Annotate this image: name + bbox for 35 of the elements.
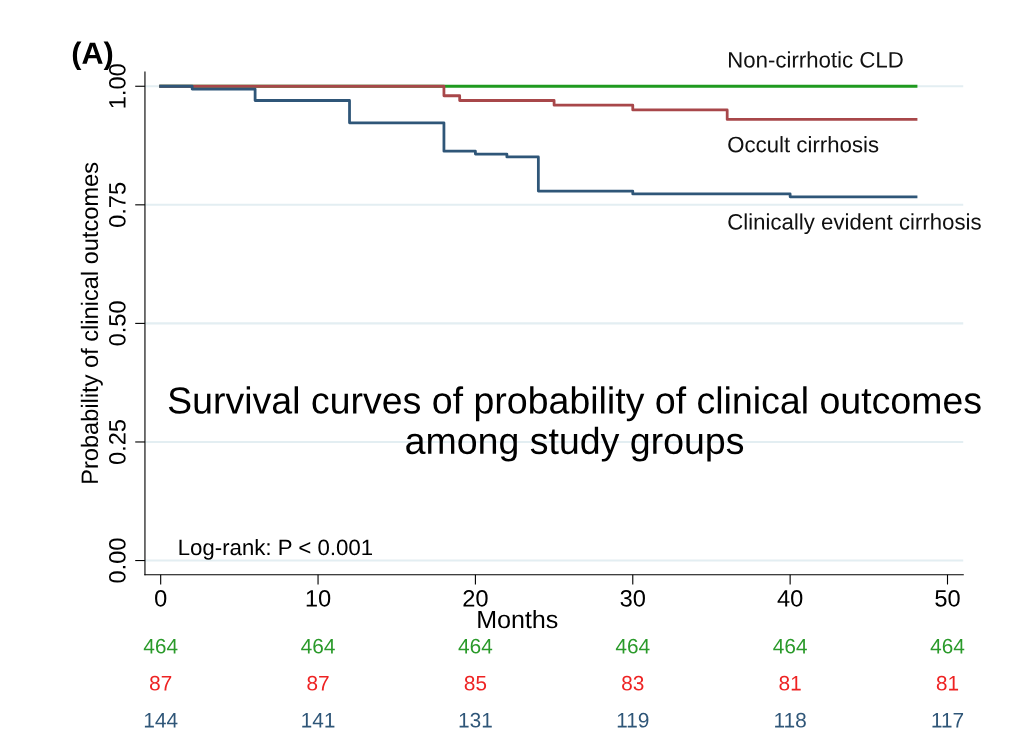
- text: 118: [775, 712, 806, 728]
- text: 85: [464, 675, 487, 691]
- x-tick-label: 0: [155, 589, 167, 607]
- x-tick-label: 40: [777, 589, 803, 607]
- y-axis-title: Probability of clinical outcomes: [80, 162, 103, 483]
- text: 464: [458, 638, 493, 654]
- text: 141: [302, 713, 335, 728]
- text: 464: [773, 638, 807, 654]
- y-tick-label: 0.00: [108, 538, 126, 583]
- text: 464: [930, 638, 965, 654]
- annotation: Log-rank: P < 0.001: [179, 538, 373, 560]
- text: 81: [779, 675, 801, 691]
- series-label: Clinically evident cirrhosis: [728, 213, 981, 235]
- text: 81: [936, 675, 959, 691]
- text: 87: [150, 675, 172, 691]
- x-tick-label: 50: [935, 589, 960, 607]
- x-tick-label: 30: [620, 589, 645, 607]
- y-tick-label: 0.50: [108, 301, 126, 346]
- x-tick-label: 20: [463, 589, 488, 607]
- x-tick-label: 10: [306, 589, 331, 607]
- x-axis-title: Months: [478, 609, 558, 629]
- text: 464: [301, 638, 335, 654]
- text: 144: [144, 713, 178, 728]
- text: Survival curves of probability of clinical outcomes among study groups: [168, 386, 981, 462]
- text: 119: [617, 712, 649, 728]
- series-label: Non-cirrhotic CLD: [729, 51, 903, 68]
- y-tick-label: 0.75: [108, 182, 126, 227]
- text: 464: [615, 638, 650, 654]
- series-label: Occult cirrhosis: [728, 136, 879, 153]
- text: 464: [143, 638, 178, 654]
- text: 87: [307, 675, 329, 691]
- y-tick-label: 0.25: [108, 419, 126, 465]
- text: 83: [622, 675, 644, 691]
- text: 131: [459, 712, 492, 728]
- text: 117: [932, 713, 964, 728]
